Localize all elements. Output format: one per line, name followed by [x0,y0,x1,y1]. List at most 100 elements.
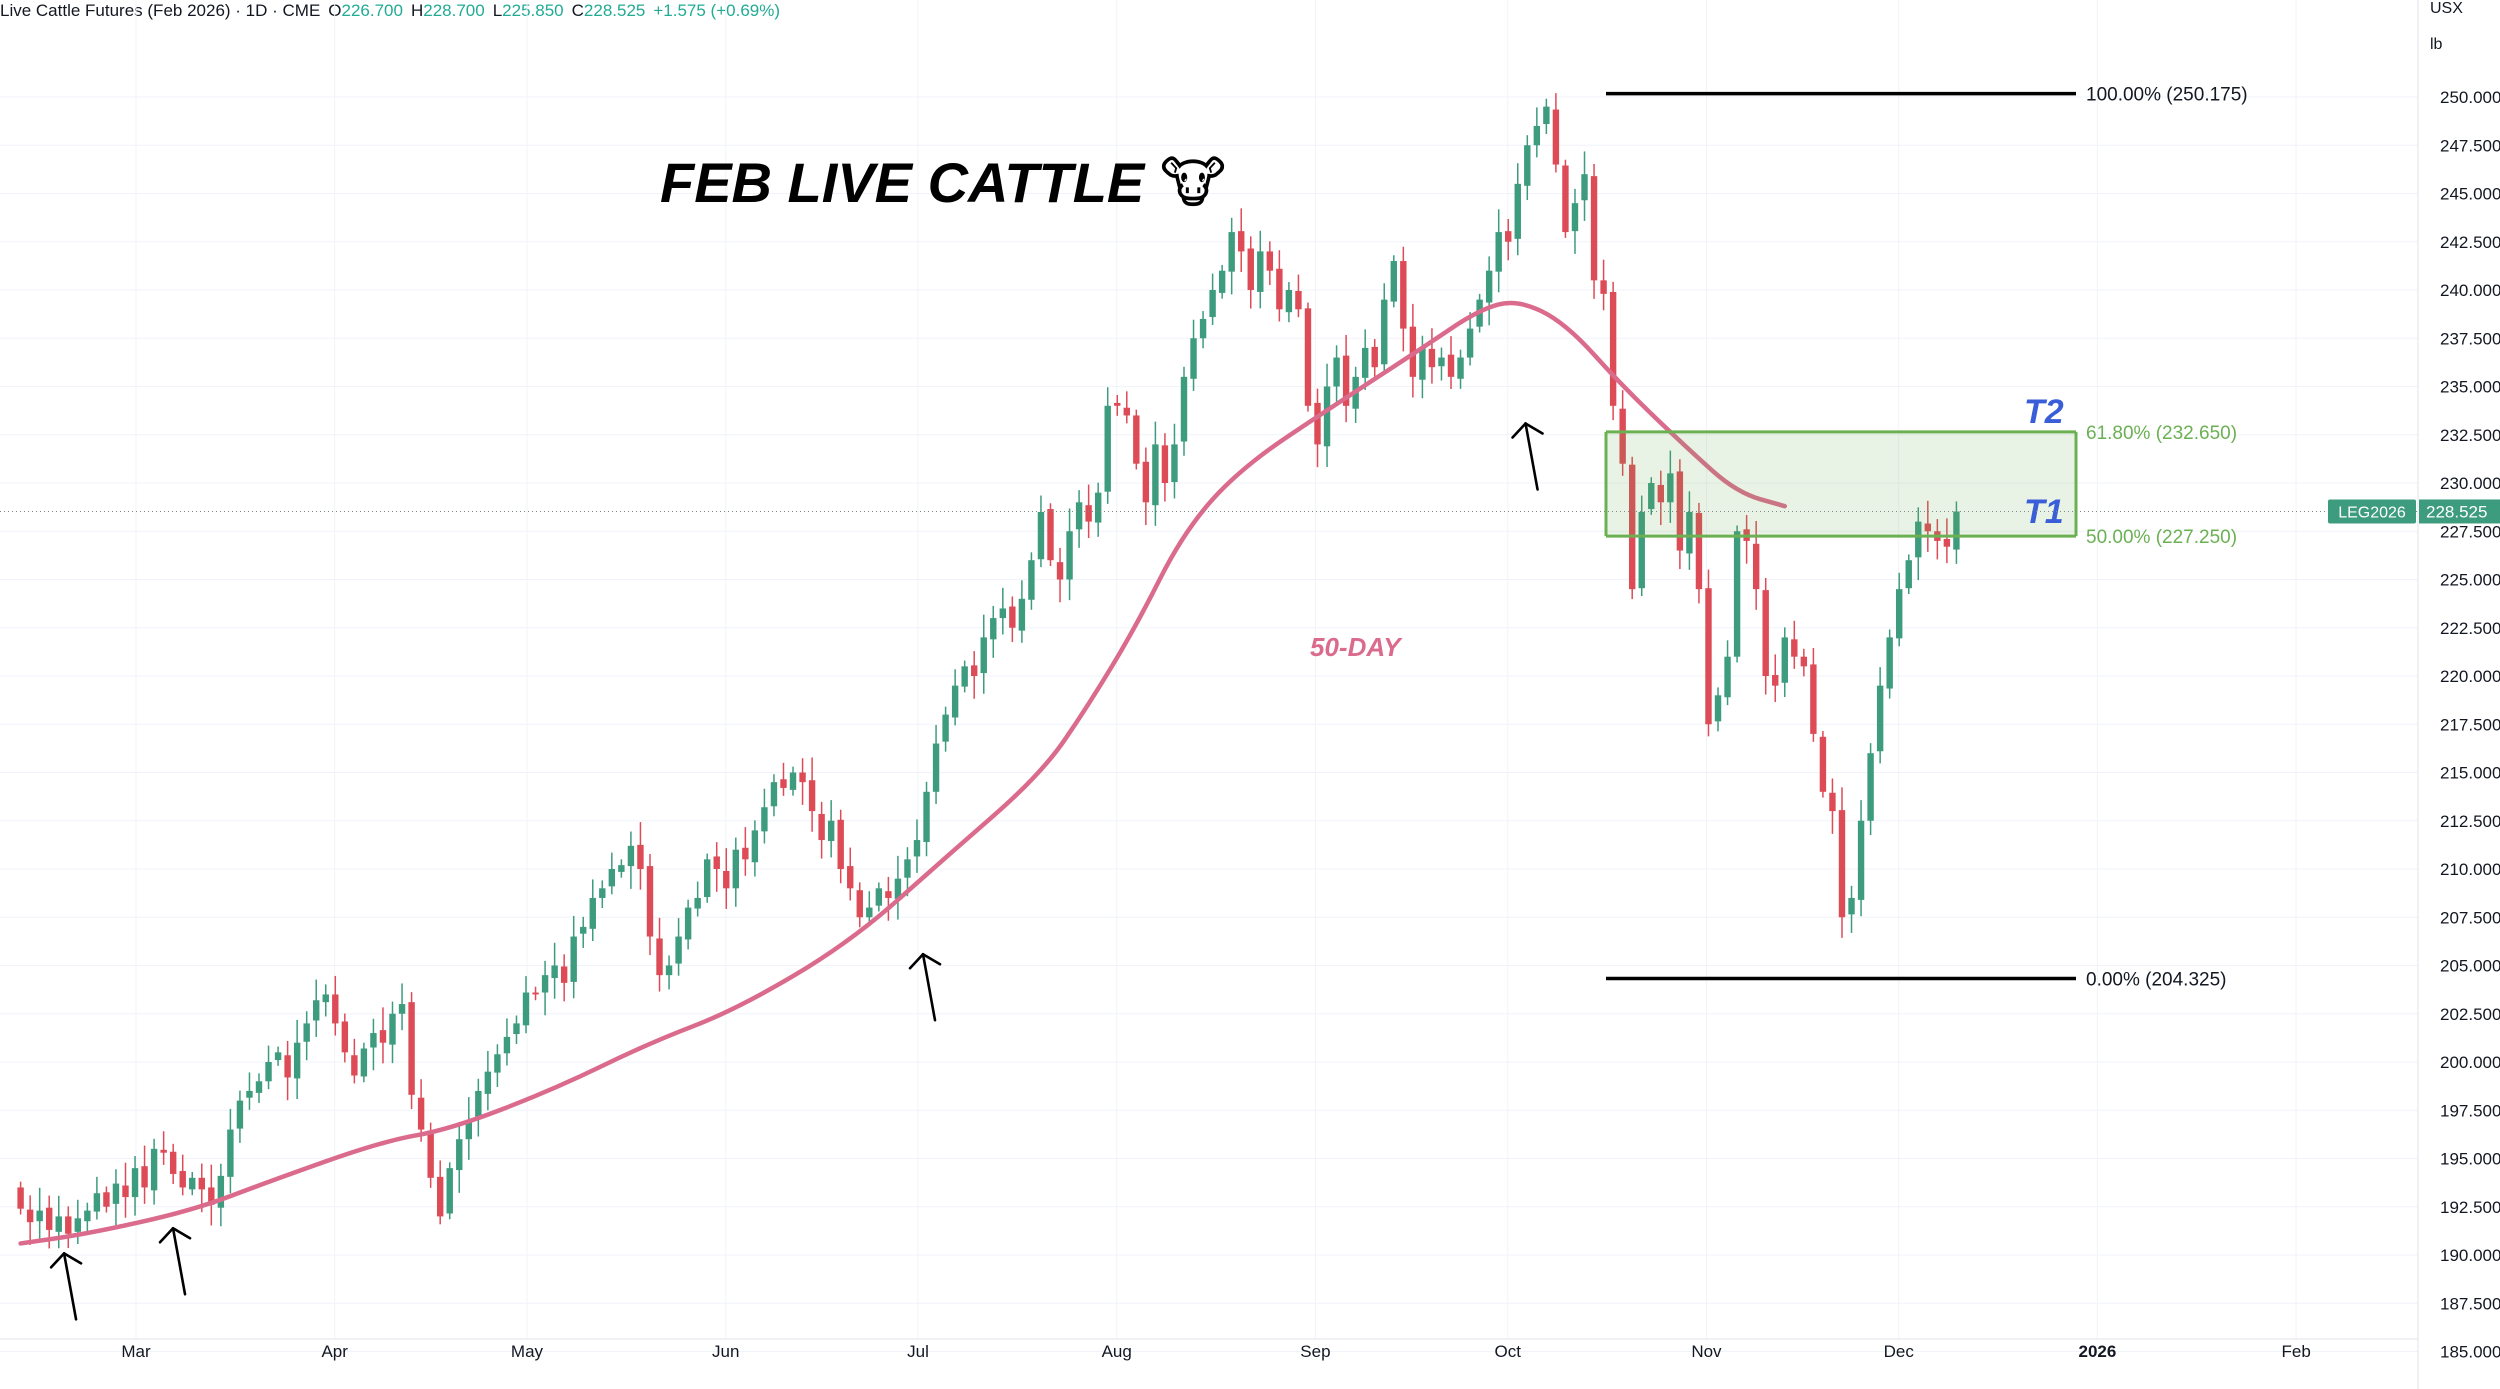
candle-body [971,665,978,676]
candle [1238,208,1245,273]
candle [494,1044,501,1087]
candle [875,882,883,912]
candle-body [1133,415,1140,464]
candle-body [961,666,968,687]
candle-body [1361,347,1369,378]
candle [503,1018,511,1066]
close-label: C [571,1,584,20]
candle-body [436,1176,444,1217]
candle [1552,93,1560,173]
target-label: T2 [2024,393,2064,431]
candle-body [522,992,530,1026]
candle [770,774,778,817]
candle-body [532,992,539,995]
candle-body [17,1187,24,1209]
candle [1571,188,1579,254]
y-tick-label: 237.500 [2440,329,2500,348]
candle-body [1238,231,1245,252]
candle [1657,470,1665,526]
candle-body [1657,484,1665,503]
candle [293,1019,301,1100]
candle [65,1206,72,1249]
low-label: L [492,1,503,20]
candle [913,819,921,873]
candle-body [236,1100,244,1129]
change-value: +1.575 (+0.69%) [653,1,781,20]
candle-body [1562,165,1569,233]
x-tick-label: Feb [2282,1342,2311,1361]
candle [904,847,911,897]
candle-body [55,1216,62,1232]
fib-level-label: 0.00% (204.325) [2086,970,2227,991]
candle-body [951,685,959,718]
candle [1209,273,1216,325]
x-tick-label: Dec [1884,1342,1915,1361]
candle [1037,495,1045,568]
candle-body [1285,290,1293,313]
candle-body [847,866,854,889]
candle [1876,667,1884,764]
candle [284,1040,291,1101]
y-tick-label: 245.000 [2440,185,2500,204]
candle [1304,302,1312,412]
candle [1600,259,1607,311]
candle [484,1050,492,1111]
candle [379,1007,387,1064]
y-tick-label: 197.500 [2440,1101,2500,1120]
candle-body [818,813,825,841]
candle [618,859,625,878]
candle [808,757,816,832]
candle [1705,569,1712,737]
candle-body [417,1097,425,1130]
candle-body [1018,598,1026,631]
candle-body [427,1130,434,1178]
candle-body [265,1062,272,1082]
candle-body [313,1000,320,1021]
candle-body [637,844,644,869]
candle-body [122,1185,129,1198]
candle-body [885,891,892,898]
candle-body [1571,203,1579,232]
candle-body [1104,405,1111,492]
candle-body [551,965,558,979]
grid [0,0,2418,1352]
candle-body [1619,408,1626,464]
y-tick-label: 230.000 [2440,474,2500,493]
candle-body [608,869,616,887]
candle [1648,477,1655,515]
candle [1104,387,1111,504]
candle [723,848,730,909]
candle [1772,654,1779,703]
candle [456,1124,463,1193]
candle-body [389,1013,396,1045]
candle-body [1829,792,1836,812]
candle-body [1638,511,1645,589]
candle-body [1857,820,1865,900]
candle-body [1466,328,1474,358]
candle [189,1172,196,1196]
candle [951,669,959,726]
candle-body [1609,291,1617,406]
ma-line[interactable] [18,300,1788,1246]
candle [1514,163,1521,256]
candle-body [1400,261,1407,329]
candle [894,855,902,920]
y-tick-label: 187.500 [2440,1294,2500,1313]
candle-body [160,1149,167,1153]
candle [551,942,558,999]
candle [1161,433,1169,502]
candle [684,899,692,950]
candle-body [475,1090,482,1118]
currency-label: USX [2430,0,2463,17]
y-tick-label: 215.000 [2440,764,2500,783]
candle [1667,450,1674,523]
candle-body [284,1055,291,1078]
candle [923,781,930,857]
candle-body [1218,270,1226,293]
high-label: H [410,1,424,20]
candle-body [1266,251,1274,271]
annotation-arrow [908,952,942,1022]
candle [1819,731,1827,798]
candle-body [780,779,787,788]
